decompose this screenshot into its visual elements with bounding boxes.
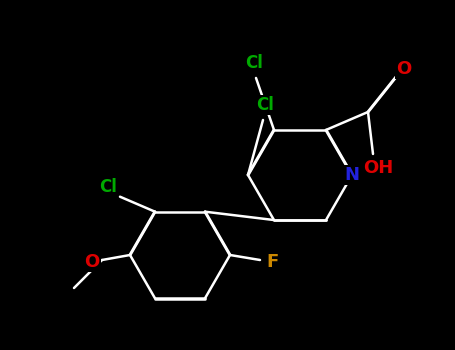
Text: O: O: [396, 60, 412, 78]
Text: O: O: [84, 253, 100, 271]
Text: Cl: Cl: [256, 96, 274, 114]
Text: N: N: [344, 166, 359, 184]
Text: Cl: Cl: [99, 178, 117, 196]
Text: F: F: [266, 253, 278, 271]
Text: OH: OH: [363, 159, 393, 177]
Text: Cl: Cl: [245, 54, 263, 72]
